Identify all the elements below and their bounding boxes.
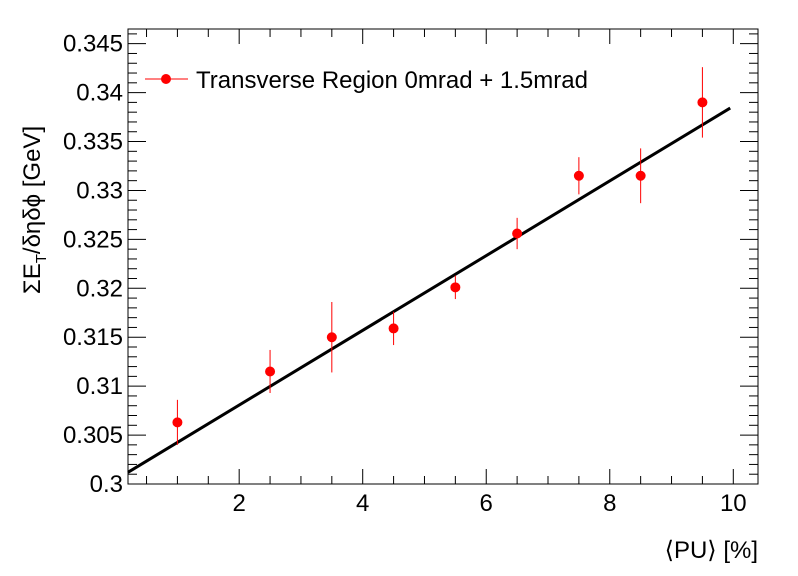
y-tick-label: 0.33 xyxy=(76,177,123,204)
y-tick-label: 0.32 xyxy=(76,275,123,302)
y-tick-label: 0.345 xyxy=(63,31,123,58)
data-points xyxy=(172,67,708,445)
x-tick-label: 8 xyxy=(603,490,616,517)
y-axis-label-subscript: T xyxy=(33,254,50,263)
fit-line xyxy=(127,106,731,474)
x-tick-label: 2 xyxy=(232,490,245,517)
y-tick-label: 0.325 xyxy=(63,226,123,253)
y-tick-label: 0.34 xyxy=(76,80,123,107)
y-axis-label-main: ΣE xyxy=(19,263,46,294)
x-tick-label: 4 xyxy=(356,490,369,517)
y-axis-label-rest: /δηδϕ [GeV] xyxy=(19,126,46,254)
data-point xyxy=(697,97,708,108)
y-tick-labels: 0.3 0.305 0.31 0.315 0.32 0.325 0.33 0.335 0.34 0… xyxy=(63,31,123,498)
y-axis-label: ΣET/δηδϕ [GeV] xyxy=(19,126,50,294)
legend: Transverse Region 0mrad + 1.5mrad xyxy=(145,67,588,94)
legend-marker xyxy=(161,74,171,84)
data-point xyxy=(573,170,584,181)
y-tick-label: 0.305 xyxy=(63,422,123,449)
x-tick-label: 6 xyxy=(480,490,493,517)
x-tick-label: 10 xyxy=(720,490,747,517)
y-tick-label: 0.335 xyxy=(63,129,123,156)
data-point xyxy=(326,332,337,343)
y-tick-label: 0.315 xyxy=(63,324,123,351)
fit-layer xyxy=(127,106,731,474)
data-point xyxy=(265,366,276,377)
data-point xyxy=(450,282,461,293)
y-tick-label: 0.3 xyxy=(90,471,123,498)
data-point xyxy=(388,323,399,334)
x-axis-label: ⟨PU⟩ [%] xyxy=(665,537,758,564)
data-point xyxy=(172,417,183,428)
x-tick-labels: 2 4 6 8 10 xyxy=(232,490,746,517)
axis-ticks xyxy=(128,29,758,485)
legend-label: Transverse Region 0mrad + 1.5mrad xyxy=(196,67,588,94)
data-point xyxy=(512,228,523,239)
plot-frame xyxy=(127,28,759,485)
data-point xyxy=(635,170,646,181)
y-tick-label: 0.31 xyxy=(76,373,123,400)
